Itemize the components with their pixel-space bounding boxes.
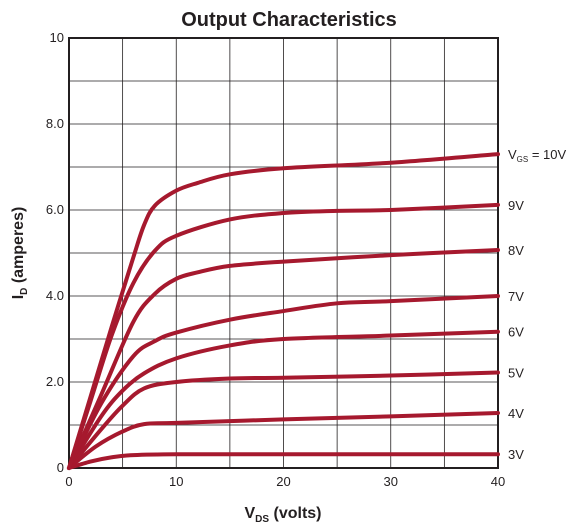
- x-tick-label: 40: [491, 474, 505, 489]
- curve-label: VGS = 10V: [508, 147, 567, 164]
- chart-title: Output Characteristics: [181, 9, 397, 31]
- curve-vgs-7: [67, 152, 500, 470]
- curve-vgs-0: [67, 452, 500, 470]
- y-axis-label: ID (amperes): [10, 207, 30, 300]
- curve-labels: 3V 4V 5V 6V 7V 8V 9V VGS = 10V: [508, 147, 567, 462]
- curve-label: 6V: [508, 325, 524, 340]
- curve-label: 7V: [508, 289, 524, 304]
- curve-vgs-5: [67, 247, 500, 470]
- curve-label: 4V: [508, 406, 524, 421]
- curve-label: 9V: [508, 198, 524, 213]
- curve-vgs-1: [67, 410, 500, 470]
- y-tick-label: 2.0: [46, 374, 64, 389]
- y-tick-label: 4.0: [46, 288, 64, 303]
- y-tick-label: 0: [57, 460, 64, 475]
- y-tick-label: 6.0: [46, 202, 64, 217]
- curve-vgs-3: [67, 329, 500, 470]
- plot-frame: [68, 37, 499, 469]
- x-axis-label: VDS (volts): [244, 505, 321, 525]
- curve-label: 5V: [508, 366, 524, 381]
- curve-vgs-2: [67, 370, 500, 470]
- curve-label: 3V: [508, 447, 524, 462]
- y-tick-label: 10: [50, 30, 64, 45]
- x-tick-label: 20: [276, 474, 290, 489]
- x-tick-label: 30: [384, 474, 398, 489]
- x-tick-label: 10: [169, 474, 183, 489]
- y-tick-label: 8.0: [46, 116, 64, 131]
- curve-label: 8V: [508, 243, 524, 258]
- curve-vgs-4: [67, 294, 500, 470]
- curves: [67, 152, 500, 470]
- x-tick-label: 0: [65, 474, 72, 489]
- ticks: 0 10 20 30 40 0 2.0 4.0 6.0 8.0 10: [46, 30, 505, 489]
